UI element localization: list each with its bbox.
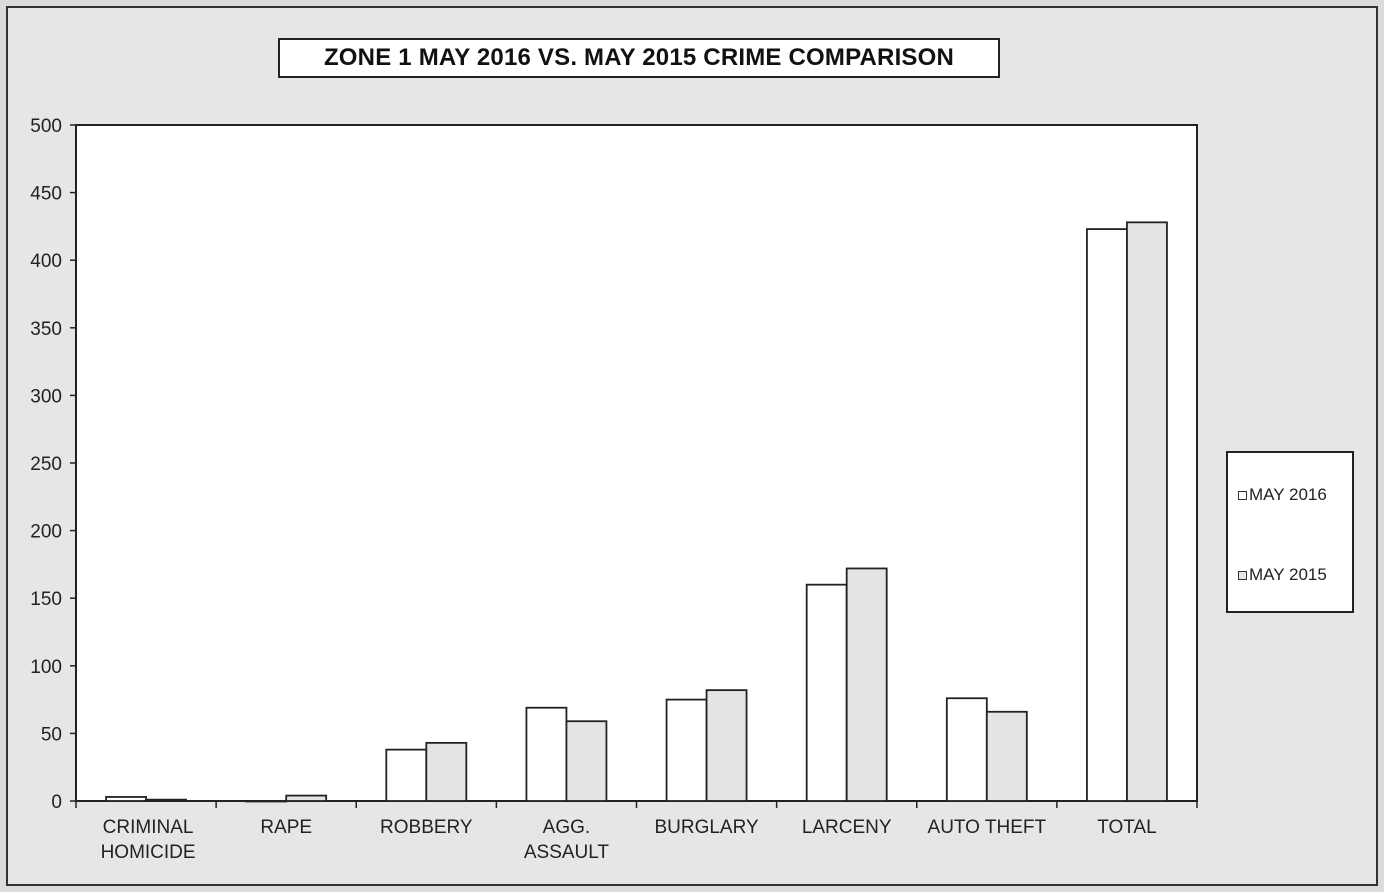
y-tick-label-400: 400: [30, 251, 62, 272]
bar-may-2015-4: [705, 689, 748, 802]
y-tick-label-150: 150: [30, 589, 62, 610]
legend-item-may-2016: MAY 2016: [1238, 485, 1327, 505]
legend: MAY 2016 MAY 2015: [1226, 451, 1354, 613]
bar-may-2015-1: [285, 794, 328, 802]
bar-may-2015-5: [845, 567, 888, 802]
x-category-label-2-0: ROBBERY: [380, 817, 473, 838]
plot-area: [75, 124, 1198, 802]
bar-may-2015-6: [985, 710, 1028, 802]
legend-swatch-may-2016: [1238, 490, 1247, 500]
x-category-label-3-0: AGG.: [543, 817, 591, 838]
bar-may-2016-7: [1086, 228, 1128, 802]
legend-label-may-2015: MAY 2015: [1249, 565, 1327, 584]
bar-may-2015-0: [145, 798, 187, 802]
x-axis: CRIMINAL HOMICIDE RAPE ROBBERY AGG. ASSAULT BU…: [75, 801, 1198, 863]
chart-title: ZONE 1 MAY 2016 VS. MAY 2015 CRIME COMPA…: [278, 38, 1000, 78]
bar-may-2015-7: [1126, 221, 1168, 802]
y-axis: 0 50 100 150 200 250 300 350 400 450 500: [30, 116, 76, 813]
legend-swatch-may-2015: [1238, 570, 1247, 580]
y-tick-label-450: 450: [30, 184, 62, 205]
bar-may-2016-5: [805, 583, 848, 802]
x-category-label-3-1: ASSAULT: [524, 842, 610, 863]
y-tick-label-0: 0: [51, 792, 62, 813]
y-tick-label-300: 300: [30, 386, 62, 407]
x-category-label-0-1: HOMICIDE: [101, 842, 196, 863]
bar-may-2016-1: [245, 800, 288, 803]
bar-may-2016-0: [105, 796, 147, 802]
x-category-label-1-0: RAPE: [260, 817, 312, 838]
bar-may-2016-3: [525, 706, 568, 802]
bar-may-2016-4: [665, 698, 708, 802]
y-tick-label-100: 100: [30, 657, 62, 678]
bars: [105, 221, 1168, 803]
x-category-label-5-0: LARCENY: [802, 817, 892, 838]
y-tick-label-200: 200: [30, 522, 62, 543]
bar-may-2015-3: [565, 720, 608, 802]
x-category-label-0-0: CRIMINAL: [103, 817, 194, 838]
x-category-label-4-0: BURGLARY: [654, 817, 759, 838]
bar-may-2016-6: [945, 697, 988, 802]
bar-may-2015-2: [425, 741, 468, 802]
y-tick-label-50: 50: [41, 724, 62, 745]
x-category-label-7-0: TOTAL: [1097, 817, 1156, 838]
bar-may-2016-2: [385, 748, 428, 802]
y-tick-label-350: 350: [30, 319, 62, 340]
legend-item-may-2015: MAY 2015: [1238, 565, 1327, 585]
x-category-label-6-0: AUTO THEFT: [928, 817, 1047, 838]
legend-label-may-2016: MAY 2016: [1249, 485, 1327, 504]
y-tick-label-250: 250: [30, 454, 62, 475]
y-tick-label-500: 500: [30, 116, 62, 137]
